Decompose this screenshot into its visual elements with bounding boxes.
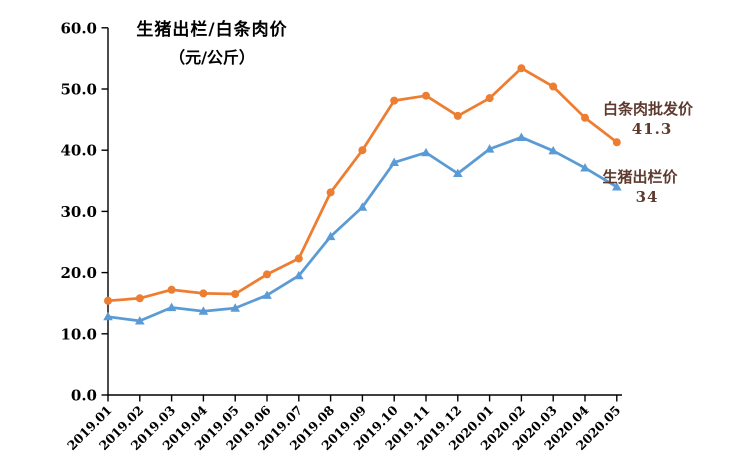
marker-circle [422, 91, 430, 100]
series-label-live-hog: 生猪出栏价 34 [580, 167, 700, 207]
marker-triangle [484, 144, 495, 153]
marker-circle [581, 113, 589, 122]
marker-triangle [198, 306, 209, 315]
marker-circle [485, 94, 494, 103]
series-name-live-hog: 生猪出栏价 [602, 168, 678, 186]
marker-triangle [103, 311, 113, 321]
series-value-wholesale-pork: 41.3 [631, 120, 673, 138]
y-axis-tick-label: 40.0 [60, 142, 97, 160]
marker-triangle [357, 202, 368, 211]
y-axis-tick-label: 60.0 [60, 19, 97, 37]
marker-circle [517, 64, 526, 73]
marker-triangle [230, 303, 240, 312]
series-label-wholesale-pork: 白条肉批发价 41.3 [588, 99, 708, 139]
marker-triangle [580, 163, 590, 172]
chart-title-block: 生猪出栏/白条肉价 （元/公斤） [111, 17, 313, 71]
marker-triangle [453, 168, 463, 178]
y-axis-tick-label: 50.0 [60, 81, 97, 99]
marker-circle [549, 82, 558, 91]
y-axis-tick-label: 30.0 [60, 203, 97, 221]
marker-triangle [516, 132, 527, 141]
marker-circle [199, 289, 208, 298]
marker-triangle [135, 316, 145, 325]
marker-circle [612, 138, 621, 147]
marker-circle [326, 188, 335, 197]
marker-triangle [421, 147, 431, 157]
series-name-wholesale-pork: 白条肉批发价 [602, 100, 693, 118]
marker-triangle [548, 146, 558, 155]
marker-triangle [389, 157, 399, 167]
marker-circle [263, 270, 271, 279]
chart-title: 生猪出栏/白条肉价 [136, 20, 288, 40]
series-line-wholesale-pork [106, 66, 619, 303]
series-value-live-hog: 34 [635, 188, 659, 206]
y-axis-tick-label: 0.0 [71, 387, 97, 405]
marker-circle [135, 294, 144, 303]
marker-circle [358, 146, 367, 155]
marker-triangle [612, 182, 622, 191]
marker-circle [167, 285, 176, 294]
marker-triangle [294, 270, 304, 280]
marker-circle [294, 254, 303, 263]
y-axis-tick-label: 20.0 [60, 264, 97, 282]
marker-circle [104, 296, 112, 305]
y-axis-tick-label: 10.0 [60, 325, 97, 343]
marker-triangle [166, 302, 177, 312]
marker-triangle [262, 290, 272, 299]
marker-circle [231, 290, 240, 299]
chart-subtitle: （元/公斤） [169, 48, 255, 67]
marker-circle [453, 111, 462, 120]
marker-circle [390, 96, 399, 105]
marker-triangle [325, 231, 336, 241]
series-line-live-hog [106, 135, 619, 323]
